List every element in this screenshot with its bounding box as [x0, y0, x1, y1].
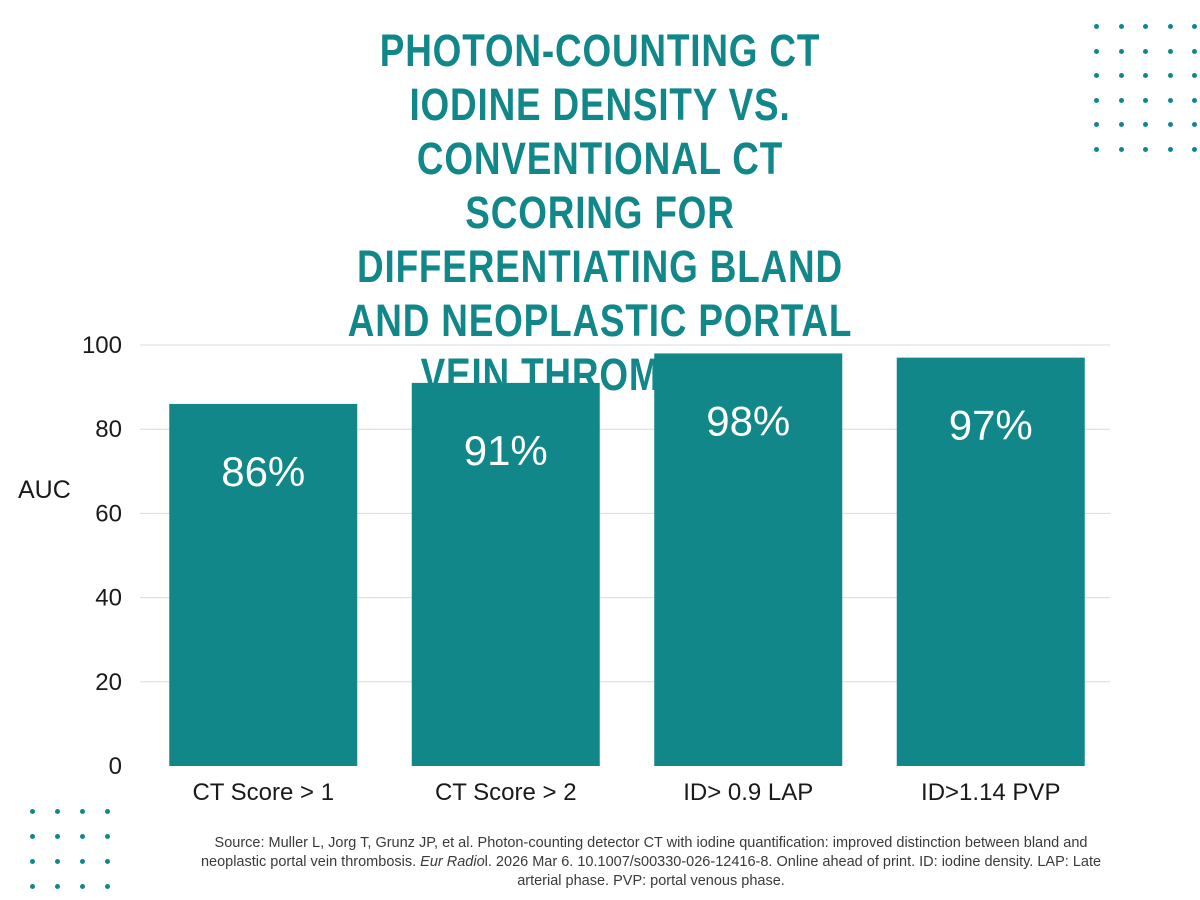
bar: [411, 382, 600, 766]
decorative-dot: [1143, 73, 1148, 78]
decorative-dot: [30, 834, 35, 839]
decorative-dot: [1143, 97, 1148, 103]
decorative-dot: [1094, 24, 1099, 29]
y-tick-label: 80: [95, 416, 122, 443]
source-citation: Source: Muller L, Jorg T, Grunz JP, et a…: [196, 834, 1106, 891]
data-label: 91%: [464, 427, 548, 474]
decorative-dot: [1094, 122, 1099, 127]
decorative-dot: [80, 834, 85, 839]
decorative-dot: [1118, 122, 1124, 127]
bar: [654, 353, 843, 766]
y-tick-label: 20: [95, 669, 122, 696]
decorative-dot: [1094, 97, 1099, 103]
decorative-dot: [1118, 24, 1124, 29]
y-axis-ticks: 0 20 40 60 80 100: [82, 332, 122, 780]
decorative-dot: [1143, 122, 1148, 127]
decorative-dot: [1118, 146, 1124, 152]
decorative-dot: [30, 884, 35, 889]
y-tick-label: 0: [109, 753, 122, 780]
decorative-dot: [105, 809, 110, 814]
chart-title: PHOTON-COUNTING CT IODINE DENSITY VS. CO…: [347, 25, 853, 400]
decorative-dot: [1192, 97, 1197, 103]
x-tick-label: ID> 0.9 LAP: [683, 779, 813, 806]
decorative-dot: [105, 859, 110, 864]
bar: [896, 357, 1085, 766]
x-tick-label: CT Score > 1: [192, 779, 334, 806]
bars: [169, 353, 1085, 766]
decorative-dot: [1167, 73, 1173, 78]
source-text-part1: Source: Muller L, Jorg T, Grunz JP, et a…: [200, 835, 1088, 870]
x-tick-label: CT Score > 2: [435, 779, 577, 806]
data-label: 97%: [949, 402, 1033, 449]
decorative-dot: [1192, 73, 1197, 78]
decorative-dot: [1094, 48, 1099, 54]
source-journal: Eur Radio: [420, 854, 485, 870]
y-axis-label: AUC: [18, 476, 71, 504]
data-labels: 86% 91% 98% 97%: [221, 397, 1033, 495]
decorative-dot: [1192, 146, 1197, 152]
decorative-dot: [1094, 73, 1099, 78]
decorative-dot: [1094, 146, 1099, 152]
decorative-dot: [80, 884, 85, 889]
decorative-dot: [1143, 146, 1148, 152]
decorative-dot: [1192, 24, 1197, 29]
decorative-dot: [55, 834, 60, 839]
decorative-dot: [1192, 48, 1197, 54]
decorative-dot: [80, 859, 85, 864]
decorative-dot: [1167, 146, 1173, 152]
y-tick-label: 60: [95, 500, 122, 527]
y-tick-label: 100: [82, 332, 122, 359]
decorative-dot: [55, 884, 60, 889]
decorative-dot: [1167, 122, 1173, 127]
decorative-dot: [1167, 48, 1173, 54]
data-label: 86%: [221, 448, 305, 495]
decorative-dot: [105, 884, 110, 889]
decorative-dot: [1143, 24, 1148, 29]
bar: [169, 403, 358, 766]
y-tick-label: 40: [95, 585, 122, 612]
decorative-dot: [80, 809, 85, 814]
decorative-dot: [1167, 97, 1173, 103]
decorative-dot: [105, 834, 110, 839]
decorative-dot: [55, 859, 60, 864]
source-text-part2: l. 2026 Mar 6. 10.1007/s00330-026-12416-…: [484, 854, 1102, 889]
decorative-dot: [30, 809, 35, 814]
decorative-dot: [1143, 48, 1148, 54]
x-tick-label: ID>1.14 PVP: [921, 779, 1060, 806]
decorative-dot: [1118, 73, 1124, 78]
x-axis-ticks: CT Score > 1 CT Score > 2 ID> 0.9 LAP ID>1.…: [192, 779, 1060, 806]
decorative-dot: [1192, 122, 1197, 127]
decorative-dot: [1118, 48, 1124, 54]
decorative-dot: [1167, 24, 1173, 29]
decorative-dot: [1118, 97, 1124, 103]
decorative-dot: [30, 859, 35, 864]
decorative-dot: [55, 809, 60, 814]
data-label: 98%: [706, 397, 790, 444]
